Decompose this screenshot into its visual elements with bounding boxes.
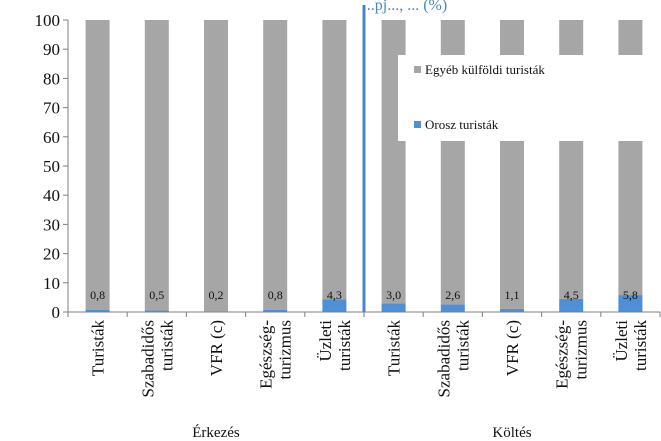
- group-label: Érkezés: [192, 424, 240, 441]
- category-label: Szabadidős: [138, 320, 157, 397]
- category-label: turizmus: [572, 320, 591, 380]
- category-label: turizmus: [276, 320, 295, 380]
- bar-egyeb: [144, 20, 169, 311]
- data-label: 0,5: [149, 288, 164, 302]
- bar-orosz: [381, 303, 406, 312]
- data-label: 4,3: [327, 288, 342, 302]
- data-label: 5,8: [623, 288, 638, 302]
- category-label: turisták: [335, 320, 354, 371]
- data-label: 3,0: [386, 288, 401, 302]
- bar-orosz: [618, 295, 643, 312]
- category-label: Egészség-: [553, 320, 572, 389]
- category-label: Turisták: [385, 320, 404, 377]
- bar-orosz: [440, 304, 465, 312]
- category-label: Üzleti: [316, 320, 335, 362]
- category-label: VFR (c): [207, 320, 226, 376]
- bar-orosz: [559, 298, 584, 312]
- y-tick-label: 20: [43, 245, 60, 264]
- legend-swatch: [414, 121, 421, 128]
- bar-egyeb: [263, 20, 288, 310]
- bar-egyeb: [322, 20, 347, 300]
- legend-label: Orosz turisták: [425, 117, 499, 132]
- data-label: 0,8: [268, 288, 283, 302]
- y-tick-label: 50: [43, 157, 60, 176]
- category-label: VFR (c): [503, 320, 522, 376]
- y-tick-label: 60: [43, 128, 60, 147]
- bar-orosz: [322, 299, 347, 312]
- bar-orosz: [144, 310, 169, 312]
- y-tick-label: 70: [43, 99, 60, 118]
- bar-orosz: [263, 309, 288, 312]
- data-label: 1,1: [505, 288, 520, 302]
- y-tick-label: 40: [43, 186, 60, 205]
- y-tick-label: 10: [43, 274, 60, 293]
- y-tick-label: 0: [52, 303, 61, 322]
- chart-title: ...pj..., ... (%): [363, 0, 447, 14]
- bar-orosz: [500, 308, 524, 312]
- y-tick-label: 100: [35, 11, 61, 30]
- data-label: 0,2: [209, 288, 224, 302]
- category-label: Turisták: [89, 320, 108, 377]
- legend-swatch: [414, 66, 421, 73]
- y-tick-label: 30: [43, 215, 60, 234]
- category-label: Egészség-: [257, 320, 276, 389]
- bar-orosz: [85, 309, 110, 312]
- category-label: turisták: [157, 320, 176, 371]
- y-tick-label: 80: [43, 69, 60, 88]
- data-label: 4,5: [564, 288, 579, 302]
- y-tick-label: 90: [43, 40, 60, 59]
- data-label: 0,8: [90, 288, 105, 302]
- category-label: turisták: [631, 320, 650, 371]
- group-label: Költés: [492, 425, 531, 441]
- legend-label: Egyéb külföldi turisták: [425, 62, 545, 77]
- bar-egyeb: [85, 20, 110, 310]
- category-label: Üzleti: [612, 320, 631, 362]
- data-label: 2,6: [445, 288, 460, 302]
- category-label: Szabadidős: [434, 320, 453, 397]
- bar-egyeb: [204, 20, 228, 312]
- legend-box: [398, 55, 648, 141]
- category-label: turisták: [453, 320, 472, 371]
